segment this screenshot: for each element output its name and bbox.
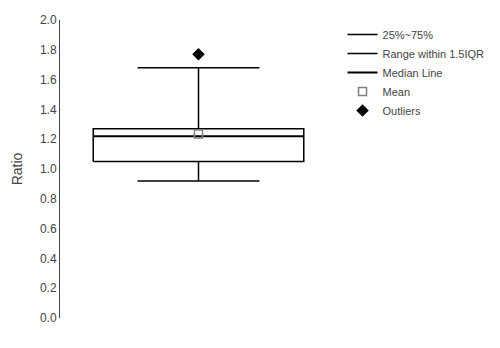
svg-text:Median Line: Median Line bbox=[383, 67, 443, 79]
svg-text:1.6: 1.6 bbox=[40, 73, 57, 87]
svg-text:Mean: Mean bbox=[383, 86, 411, 98]
svg-text:25%~75%: 25%~75% bbox=[383, 29, 434, 41]
svg-text:Ratio: Ratio bbox=[9, 152, 25, 185]
svg-text:Outliers: Outliers bbox=[383, 105, 421, 117]
svg-text:1.4: 1.4 bbox=[40, 103, 57, 117]
svg-text:0.4: 0.4 bbox=[40, 252, 57, 266]
svg-text:Range within 1.5IQR: Range within 1.5IQR bbox=[383, 48, 485, 60]
svg-text:0.2: 0.2 bbox=[40, 281, 57, 295]
svg-text:0.8: 0.8 bbox=[40, 192, 57, 206]
svg-text:0.0: 0.0 bbox=[40, 311, 57, 325]
svg-text:1.0: 1.0 bbox=[40, 162, 57, 176]
svg-text:1.8: 1.8 bbox=[40, 43, 57, 57]
svg-text:2.0: 2.0 bbox=[40, 13, 57, 27]
svg-text:1.2: 1.2 bbox=[40, 132, 57, 146]
svg-text:0.6: 0.6 bbox=[40, 222, 57, 236]
